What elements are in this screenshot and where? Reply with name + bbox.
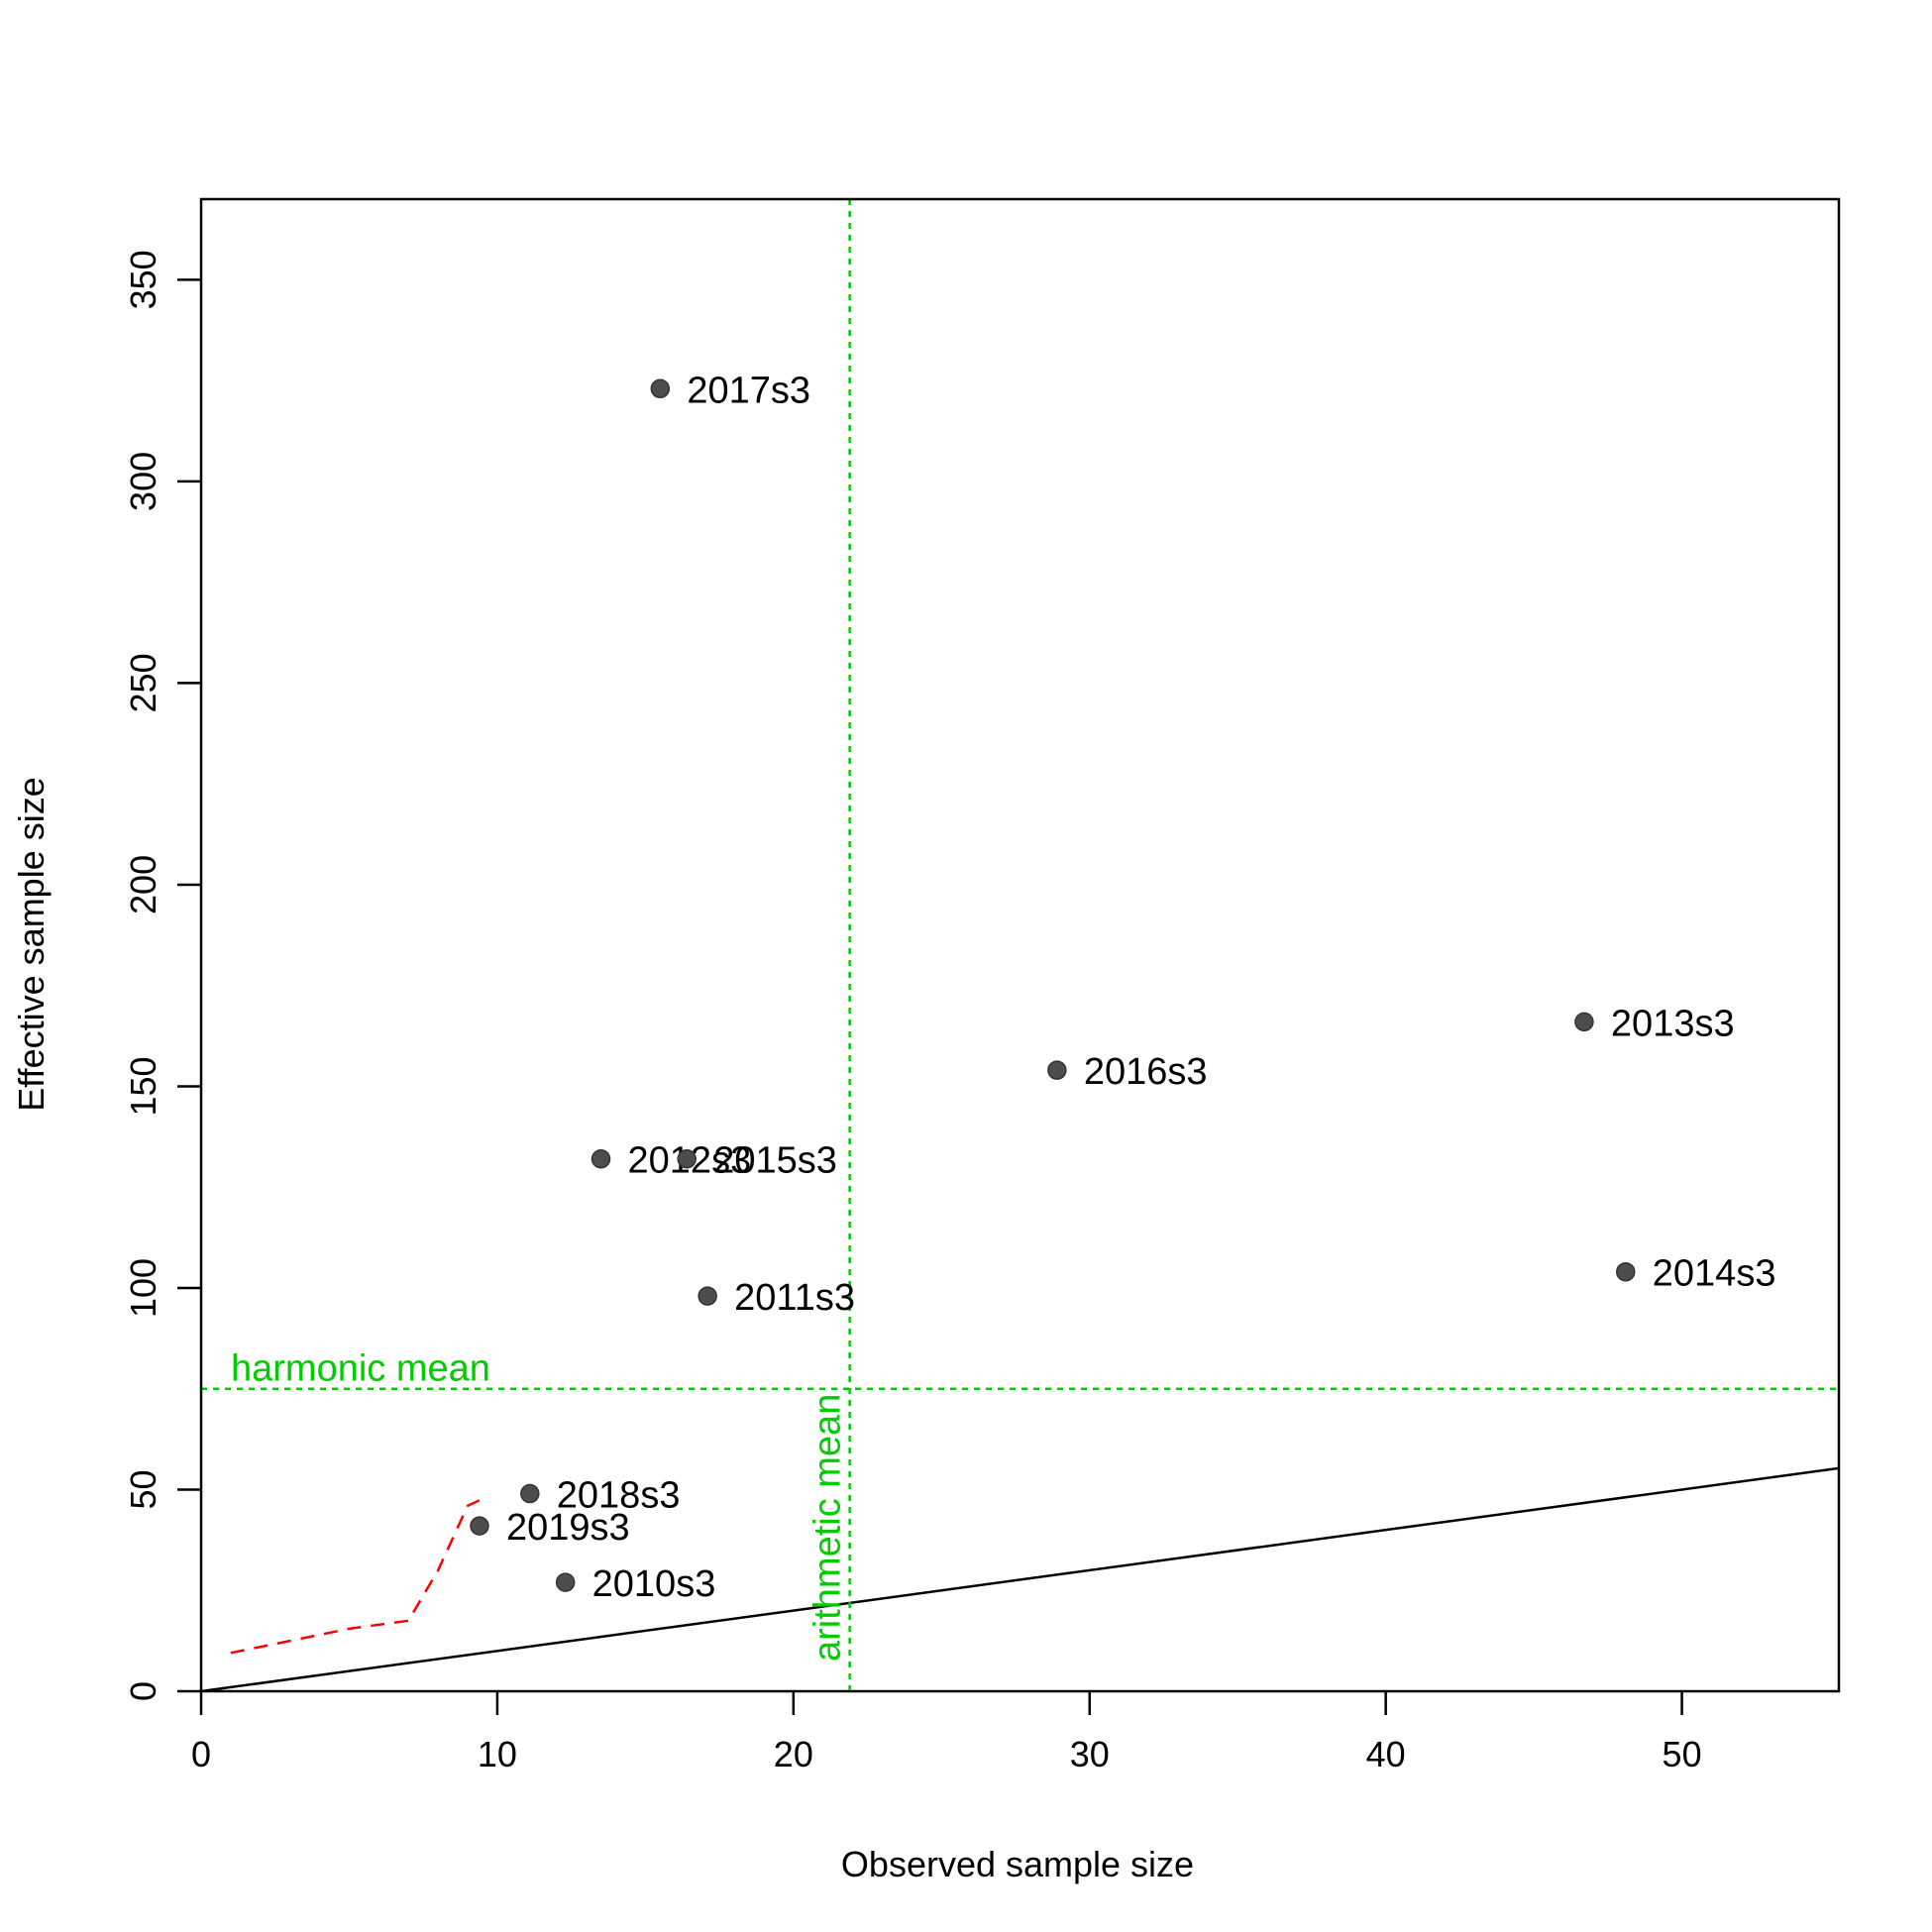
x-tick-label: 0 xyxy=(191,1734,211,1774)
x-tick-label: 20 xyxy=(774,1734,813,1774)
data-point xyxy=(520,1483,540,1504)
data-point xyxy=(590,1148,611,1169)
point-label: 2017s3 xyxy=(687,370,810,411)
data-point xyxy=(677,1148,697,1169)
x-axis-title: Observed sample size xyxy=(841,1844,1194,1884)
point-label: 2019s3 xyxy=(506,1507,630,1549)
data-point xyxy=(1047,1060,1067,1080)
point-label: 2010s3 xyxy=(592,1563,716,1605)
x-tick-label: 50 xyxy=(1663,1734,1702,1774)
points-layer: 2010s32011s32012s32013s32014s32015s32016… xyxy=(470,370,1776,1605)
y-tick-label: 100 xyxy=(123,1258,163,1318)
data-point xyxy=(555,1572,576,1592)
y-tick-label: 150 xyxy=(123,1056,163,1116)
one-to-one-line xyxy=(200,1466,1840,1693)
data-point xyxy=(698,1286,717,1306)
point-label: 2018s3 xyxy=(557,1475,681,1517)
data-point xyxy=(650,378,671,399)
arithmetic-mean-label: arithmetic mean xyxy=(807,1394,849,1662)
y-tick-label: 200 xyxy=(123,855,163,914)
plot-frame xyxy=(199,197,1841,1693)
x-tick-label: 30 xyxy=(1070,1734,1110,1774)
axes-layer: 0 10 20 30 40 50 0 50 100 150 200 250 300 350 xyxy=(123,197,1841,1774)
x-tick-label: 40 xyxy=(1366,1734,1406,1774)
data-point xyxy=(470,1516,489,1536)
y-tick-label: 0 xyxy=(123,1681,163,1701)
point-label: 2013s3 xyxy=(1611,1003,1735,1044)
smoother-line xyxy=(230,1496,486,1655)
reference-lines-layer: harmonic mean arithmetic mean xyxy=(200,199,1840,1693)
point-label: 2016s3 xyxy=(1084,1051,1208,1093)
data-point xyxy=(1616,1261,1636,1282)
point-label: 2014s3 xyxy=(1653,1253,1776,1295)
y-tick-label: 250 xyxy=(123,653,163,712)
y-axis-title: Effective sample size xyxy=(11,777,52,1111)
y-tick-label: 300 xyxy=(123,452,163,511)
y-tick-label: 350 xyxy=(123,250,163,309)
y-tick-label: 50 xyxy=(123,1469,163,1509)
x-tick-label: 10 xyxy=(478,1734,517,1774)
data-point xyxy=(1574,1012,1594,1032)
point-label: 2015s3 xyxy=(713,1140,837,1182)
harmonic-mean-label: harmonic mean xyxy=(231,1348,490,1390)
point-label: 2011s3 xyxy=(734,1277,855,1319)
